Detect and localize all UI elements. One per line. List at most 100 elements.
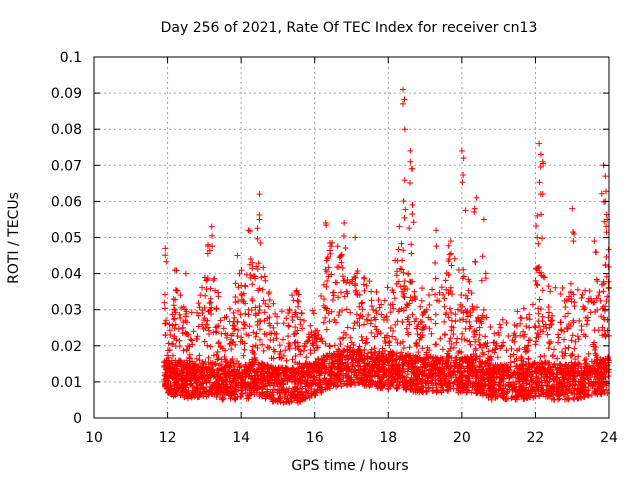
data-point	[171, 366, 178, 373]
data-point	[350, 325, 357, 332]
data-point	[411, 318, 418, 325]
data-point	[440, 365, 447, 372]
data-point	[316, 381, 323, 388]
data-point	[452, 318, 459, 325]
data-point	[423, 380, 430, 387]
data-point	[565, 310, 572, 317]
data-point	[223, 313, 230, 320]
data-point	[563, 297, 570, 304]
data-point	[347, 309, 354, 316]
data-point	[212, 379, 219, 386]
data-point	[413, 341, 420, 348]
data-point	[404, 316, 411, 323]
data-point	[541, 353, 548, 360]
data-point	[523, 314, 530, 321]
data-point	[235, 298, 242, 305]
data-point	[344, 290, 351, 297]
data-point	[378, 301, 385, 308]
data-point	[395, 246, 402, 253]
data-point	[240, 352, 247, 359]
data-point	[533, 380, 540, 387]
data-point	[229, 392, 236, 399]
data-point	[234, 327, 241, 334]
data-point	[206, 379, 213, 386]
data-point	[532, 277, 539, 284]
y-tick-label: 0.08	[51, 122, 82, 138]
data-point	[562, 304, 569, 311]
data-point	[403, 325, 410, 332]
data-point	[172, 321, 179, 328]
data-point	[543, 371, 550, 378]
data-point	[600, 288, 607, 295]
data-point	[323, 326, 330, 333]
data-point	[285, 333, 292, 340]
data-point	[508, 345, 515, 352]
data-point	[274, 387, 281, 394]
data-point	[176, 311, 183, 318]
data-point	[266, 344, 273, 351]
data-point	[501, 391, 508, 398]
data-point	[300, 317, 307, 324]
data-point	[239, 292, 246, 299]
data-point	[311, 347, 318, 354]
data-point	[441, 295, 448, 302]
data-point	[549, 352, 556, 359]
data-point	[341, 293, 348, 300]
data-point	[261, 317, 268, 324]
data-point	[400, 344, 407, 351]
data-point	[372, 323, 379, 330]
data-point	[564, 325, 571, 332]
data-point	[569, 382, 576, 389]
data-point	[372, 349, 379, 356]
data-point	[559, 285, 566, 291]
chart-title: Day 256 of 2021, Rate Of TEC Index for r…	[161, 20, 538, 36]
data-point	[532, 359, 539, 366]
data-point	[380, 361, 387, 368]
data-point	[542, 359, 549, 366]
data-point	[448, 250, 455, 257]
data-point	[485, 348, 492, 355]
data-point	[238, 334, 245, 341]
data-point	[486, 360, 493, 367]
data-point	[354, 319, 361, 326]
data-point	[162, 252, 169, 259]
data-point	[210, 352, 217, 359]
data-point	[583, 321, 590, 328]
data-point	[249, 281, 256, 288]
data-point	[500, 339, 507, 346]
data-point	[499, 387, 506, 394]
data-point	[358, 333, 365, 340]
data-point	[328, 354, 335, 361]
data-point	[551, 346, 558, 353]
data-point	[262, 300, 269, 307]
data-point	[522, 376, 529, 383]
data-point	[441, 303, 448, 310]
data-point	[352, 367, 359, 374]
data-point	[246, 323, 253, 330]
data-point	[487, 361, 494, 368]
data-point	[203, 388, 210, 395]
data-point	[364, 350, 371, 357]
data-point	[270, 346, 277, 353]
data-point	[194, 333, 201, 340]
data-point	[278, 308, 285, 315]
data-point	[479, 392, 486, 399]
data-point	[259, 341, 266, 348]
data-point	[283, 315, 290, 322]
data-point	[416, 375, 423, 382]
data-point	[347, 334, 354, 341]
data-point	[446, 338, 453, 345]
data-point	[406, 300, 413, 307]
data-point	[207, 299, 214, 306]
data-point	[336, 308, 343, 315]
data-point	[525, 356, 532, 363]
data-point	[363, 363, 370, 370]
data-point	[315, 356, 322, 363]
data-point	[343, 363, 350, 370]
data-point	[361, 346, 368, 353]
data-point	[271, 386, 278, 393]
data-point	[322, 386, 329, 393]
y-tick-label: 0.02	[51, 339, 82, 355]
data-point	[511, 369, 518, 376]
data-point	[519, 362, 526, 369]
